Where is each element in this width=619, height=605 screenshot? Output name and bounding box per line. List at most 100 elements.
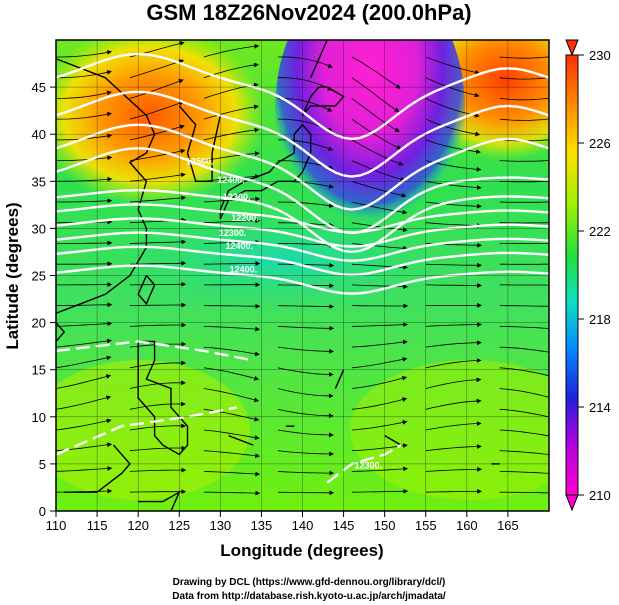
- streamline: [56, 466, 113, 472]
- streamline: [203, 490, 261, 496]
- streamline: [203, 346, 260, 357]
- streamline: [351, 322, 408, 327]
- streamline: [203, 408, 260, 422]
- streamline: [129, 423, 186, 431]
- streamline: [351, 77, 400, 113]
- streamline: [203, 261, 261, 266]
- coastline: [219, 123, 312, 220]
- streamline: [129, 239, 187, 245]
- streamline: [425, 201, 482, 209]
- streamline: [499, 471, 549, 474]
- colorbar-tick-label: 230: [589, 48, 611, 63]
- x-tick-label: 160: [456, 518, 478, 533]
- x-axis-label: Longitude (degrees): [220, 541, 383, 560]
- streamline: [351, 397, 408, 410]
- streamline: [203, 174, 260, 182]
- streamline: [351, 339, 408, 348]
- streamline: [129, 401, 186, 410]
- streamline: [277, 408, 334, 419]
- streamline: [351, 375, 408, 389]
- coastline: [56, 58, 156, 314]
- streamline: [499, 201, 549, 203]
- streamline: [425, 56, 481, 75]
- streamline: [351, 98, 400, 132]
- colorbar-body: [565, 54, 579, 496]
- streamline: [203, 450, 260, 459]
- streamline: [129, 445, 187, 452]
- streamline: [56, 240, 113, 246]
- contour-label: 12300.: [219, 228, 247, 238]
- streamline: [277, 325, 335, 331]
- streamline: [277, 470, 335, 476]
- streamline: [56, 374, 112, 389]
- colorbar: 210 214 218 222 226 230: [565, 39, 611, 512]
- streamline: [56, 198, 113, 204]
- x-tick-label: 130: [209, 518, 231, 533]
- contour-label: 12300.: [354, 461, 382, 471]
- coastline: [137, 275, 156, 306]
- streamline: [499, 491, 549, 494]
- streamline: [351, 222, 408, 233]
- streamline: [56, 90, 112, 99]
- streamline: [56, 111, 112, 120]
- streamline: [56, 155, 113, 161]
- streamline: [425, 262, 482, 268]
- streamline: [129, 260, 187, 266]
- streamline: [56, 302, 113, 308]
- streamline: [129, 360, 186, 369]
- streamline: [277, 242, 335, 248]
- streamline: [499, 118, 549, 121]
- streamline: [203, 43, 260, 58]
- streamline: [129, 59, 185, 79]
- streamline: [277, 346, 334, 354]
- streamline: [203, 326, 261, 332]
- contour-label: 12400.: [225, 241, 253, 251]
- x-tick-label: 110: [46, 518, 67, 533]
- streamline: [129, 281, 187, 287]
- colorbar-tick-label: 210: [589, 488, 611, 503]
- y-tick-label: 10: [32, 410, 46, 425]
- streamline: [56, 338, 112, 348]
- streamline: [499, 450, 549, 455]
- streamline: [499, 305, 549, 307]
- x-tick-label: 150: [374, 518, 396, 533]
- streamline: [351, 118, 402, 150]
- contour-label: 12200.: [231, 213, 259, 223]
- streamline: [425, 77, 480, 98]
- x-tick-label: 120: [127, 518, 149, 533]
- credit-line-1: Drawing by DCL (https://www.gfd-dennou.o…: [173, 577, 446, 588]
- streamline: [499, 160, 549, 162]
- streamline: [425, 322, 482, 327]
- colorbar-tick-label: 218: [589, 312, 611, 327]
- streamline: [277, 429, 334, 438]
- x-tick-label: 155: [415, 518, 437, 533]
- streamline: [203, 104, 259, 120]
- coastline: [384, 434, 402, 446]
- streamline: [203, 127, 260, 141]
- coastline: [64, 444, 131, 493]
- height-contour: [56, 406, 238, 456]
- coastline: [334, 369, 345, 389]
- y-tick-label: 0: [39, 504, 46, 519]
- streamline: [499, 429, 549, 437]
- streamline: [351, 466, 408, 472]
- streamline: [277, 450, 334, 457]
- contour-label: 12400.: [230, 265, 258, 275]
- x-tick-label: 115: [87, 518, 108, 533]
- streamline: [129, 172, 186, 182]
- streamline: [425, 466, 482, 472]
- colorbar-tick-label: 214: [589, 400, 611, 415]
- streamline: [425, 180, 482, 190]
- colorbar-tick-label: 222: [589, 224, 611, 239]
- x-tick-label: 135: [251, 518, 273, 533]
- streamline: [277, 262, 335, 268]
- streamline: [351, 160, 406, 182]
- streamline: [499, 367, 549, 377]
- streamline: [203, 303, 261, 309]
- coastline: [310, 40, 328, 78]
- streamline: [203, 367, 260, 381]
- streamline: [351, 56, 401, 89]
- streamline: [203, 218, 261, 224]
- streamline: [56, 50, 112, 58]
- streamline: [129, 148, 186, 161]
